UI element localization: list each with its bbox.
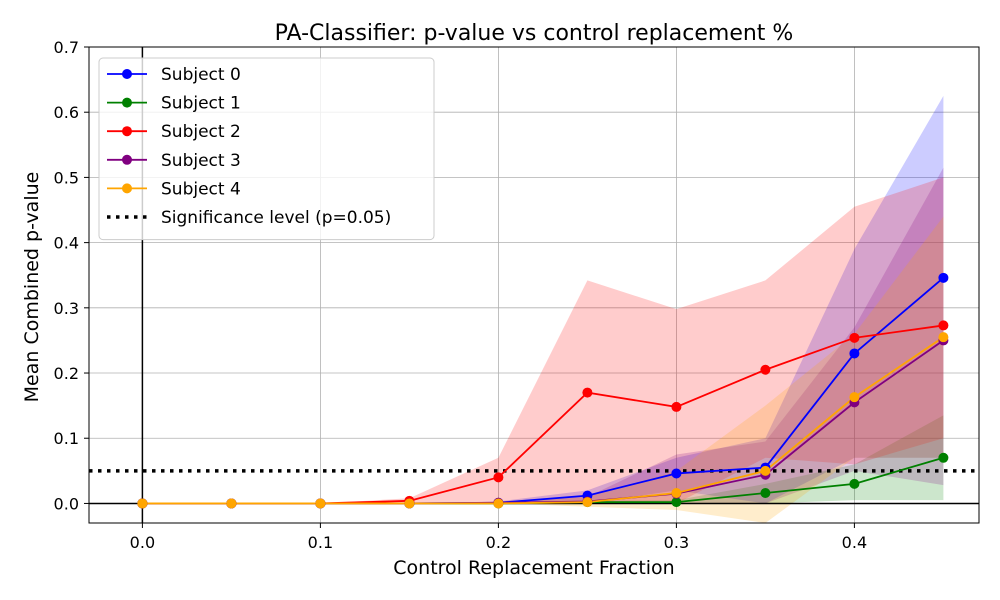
point-subject-4 xyxy=(404,498,415,509)
point-subject-4 xyxy=(315,498,326,509)
legend-label: Subject 4 xyxy=(161,179,241,199)
y-tick-label: 0.1 xyxy=(54,429,79,448)
point-subject-1 xyxy=(760,488,771,499)
x-tick-label: 0.1 xyxy=(308,533,333,552)
point-subject-0 xyxy=(849,348,860,359)
point-subject-1 xyxy=(849,478,860,489)
point-subject-2 xyxy=(849,332,860,343)
x-axis-ticks: 0.0 0.1 0.2 0.3 0.4 xyxy=(130,523,867,552)
legend-label: Subject 2 xyxy=(161,122,241,142)
point-subject-1 xyxy=(938,452,949,463)
y-tick-label: 0.0 xyxy=(54,494,79,513)
y-tick-label: 0.2 xyxy=(54,364,79,383)
plot-frame xyxy=(88,46,980,524)
legend-label: Subject 3 xyxy=(161,151,241,171)
y-axis-ticks: 0.0 0.1 0.2 0.3 0.4 0.5 0.6 0.7 xyxy=(54,38,89,513)
legend-box xyxy=(98,57,435,241)
series-points xyxy=(137,272,949,509)
y-tick-label: 0.6 xyxy=(54,103,79,122)
y-tick-label: 0.7 xyxy=(54,38,79,57)
y-tick-label: 0.4 xyxy=(54,234,79,253)
point-subject-2 xyxy=(671,401,682,412)
legend-label: Significance level (p=0.05) xyxy=(161,208,391,228)
legend-marker xyxy=(122,126,132,137)
line-subject-4 xyxy=(142,336,944,505)
point-subject-4 xyxy=(938,332,949,343)
x-tick-label: 0.4 xyxy=(842,533,867,552)
x-tick-label: 0.2 xyxy=(486,533,511,552)
point-subject-0 xyxy=(671,468,682,479)
band-subject-2 xyxy=(142,177,944,504)
legend: Subject 0 Subject 1 Subject 2 Subject 3 Subj… xyxy=(98,57,435,241)
x-tick-label: 0.3 xyxy=(664,533,689,552)
x-axis-label: Control Replacement Fraction xyxy=(393,557,674,579)
band-subject-4 xyxy=(142,216,944,523)
point-subject-2 xyxy=(938,320,949,331)
point-subject-4 xyxy=(582,497,593,508)
chart-title: PA-Classifier: p-value vs control replac… xyxy=(275,21,794,46)
point-subject-4 xyxy=(226,498,237,509)
point-subject-2 xyxy=(493,472,504,483)
point-subject-4 xyxy=(137,498,148,509)
legend-label: Subject 1 xyxy=(161,94,241,114)
legend-label: Subject 0 xyxy=(161,65,241,85)
y-tick-label: 0.3 xyxy=(54,299,79,318)
point-subject-1 xyxy=(671,497,682,508)
band-subject-1 xyxy=(142,415,944,504)
point-subject-4 xyxy=(849,392,860,403)
point-subject-0 xyxy=(938,272,949,283)
x-tick-label: 0.0 xyxy=(130,533,155,552)
legend-marker xyxy=(122,69,132,79)
legend-marker xyxy=(122,154,132,165)
point-subject-2 xyxy=(582,387,593,398)
point-subject-2 xyxy=(760,364,771,375)
point-subject-4 xyxy=(671,488,682,499)
legend-marker xyxy=(122,183,132,194)
point-subject-4 xyxy=(493,498,504,509)
point-subject-4 xyxy=(760,465,771,476)
legend-marker xyxy=(122,97,132,108)
y-axis-label: Mean Combined p-value xyxy=(21,172,43,403)
series-lines xyxy=(142,277,944,505)
y-tick-label: 0.5 xyxy=(54,168,79,187)
